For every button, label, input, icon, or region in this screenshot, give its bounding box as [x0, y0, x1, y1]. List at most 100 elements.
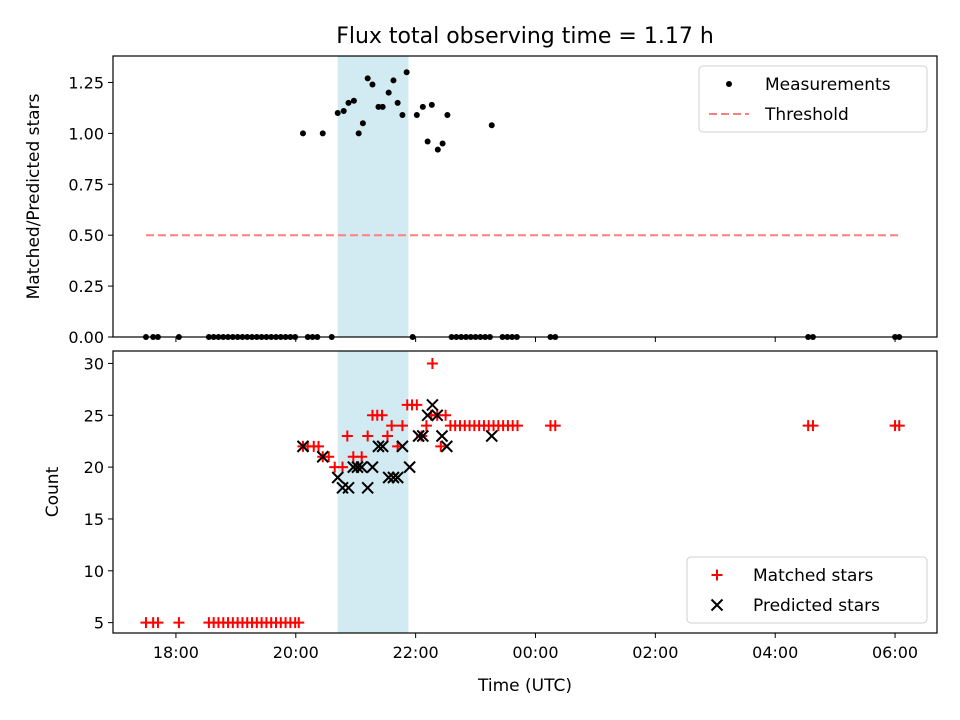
matched-star-marker: [376, 409, 388, 421]
predicted-star-marker: [391, 471, 404, 484]
x-tick-label: 20:00: [273, 643, 319, 662]
legend-marker-measurements: [726, 81, 732, 87]
measurement-point: [399, 112, 406, 119]
x-tick-label: 02:00: [632, 643, 678, 662]
x-tick-label: 22:00: [393, 643, 439, 662]
measurement-point: [379, 103, 386, 110]
predicted-star-marker: [372, 440, 385, 453]
measurement-point: [350, 97, 357, 104]
chart-title: Flux total observing time = 1.17 h: [336, 24, 714, 49]
matched-star-marker: [411, 399, 423, 411]
y-tick-label: 20: [84, 458, 104, 477]
y-tick-label: 1.00: [68, 124, 104, 143]
predicted-star-marker: [355, 460, 368, 474]
measurement-point: [390, 77, 397, 84]
predicted-star-marker: [331, 471, 344, 484]
measurement-point: [424, 138, 431, 145]
predicted-star-marker: [396, 440, 409, 453]
legend-label: Matched stars: [753, 566, 873, 586]
plot-frame: [112, 55, 938, 338]
legend: Measurements Threshold: [698, 65, 928, 133]
measurement-point: [375, 103, 382, 110]
matched-star-marker: [381, 430, 393, 442]
y-tick-label: 25: [84, 406, 104, 425]
predicted-star-marker: [342, 481, 355, 495]
matched-star-marker: [337, 461, 349, 473]
measurement-point: [385, 89, 392, 96]
top-panel: 0.00 0.25 0.50 0.75 1.00 1.25 Matched/Predicte…: [24, 55, 938, 347]
predicted-star-marker: [316, 450, 329, 463]
measurement-point: [419, 103, 426, 110]
legend-marker-matched: [711, 569, 723, 581]
measurement-point: [428, 101, 435, 108]
measurement-point: [334, 110, 341, 117]
matched-star-marker: [396, 420, 408, 432]
predicted-star-marker: [416, 429, 430, 443]
measurement-point: [444, 112, 451, 119]
measurement-point: [355, 130, 362, 137]
matched-star-marker: [420, 420, 432, 432]
matched-star-marker: [549, 420, 561, 432]
measurement-point: [345, 99, 352, 106]
predicted-star-marker: [412, 429, 425, 443]
bottom-panel: 5 10 15 20 25 30 18:00 20:00 22:00 00:00 02:00 04:0…: [43, 350, 938, 662]
y-tick-label: 1.25: [68, 73, 104, 92]
predicted-star-marker: [440, 440, 454, 453]
predicted-star-marker: [366, 460, 379, 474]
matched-star-marker: [341, 430, 353, 442]
matched-star-marker: [807, 420, 819, 432]
y-tick-label: 5: [94, 614, 104, 633]
matched-star-marker: [173, 617, 185, 629]
y-axis-label: Count: [43, 466, 63, 517]
predicted-star-marker: [376, 440, 389, 453]
predicted-star-marker: [296, 440, 310, 453]
matched-star-marker: [386, 420, 398, 432]
predicted-star-marker: [361, 481, 374, 495]
predicted-star-marker: [421, 409, 434, 422]
measurement-point: [340, 107, 347, 114]
y-tick-label: 15: [84, 510, 104, 529]
matched-star-marker: [362, 430, 374, 442]
matched-star-marker: [152, 617, 164, 629]
predicted-star-marker: [382, 471, 395, 484]
y-tick-label: 10: [84, 562, 104, 581]
predicted-star-marker: [403, 460, 416, 474]
legend-label: Threshold: [764, 105, 849, 125]
matched-star-marker: [293, 617, 305, 629]
matched-star-marker: [323, 451, 335, 463]
matched-star-marker: [440, 409, 452, 421]
y-axis-label: Matched/Predicted stars: [24, 93, 44, 299]
x-tick-label: 18:00: [153, 643, 199, 662]
matched-star-marker: [426, 357, 438, 369]
measurement-point: [488, 122, 495, 129]
legend-marker-predicted: [710, 598, 724, 612]
measurement-point: [299, 130, 306, 137]
predicted-star-marker: [387, 471, 400, 484]
plot-frame: [112, 350, 938, 634]
legend-box: [698, 65, 928, 133]
y-tick-label: 30: [84, 354, 104, 373]
legend: Matched stars Predicted stars: [686, 556, 928, 624]
measurement-point: [364, 75, 371, 82]
x-tick-label: 06:00: [872, 643, 918, 662]
measurement-point: [439, 140, 446, 147]
matched-star-marker: [435, 440, 447, 452]
matched-star-marker: [512, 420, 524, 432]
x-tick-label: 04:00: [752, 643, 798, 662]
measurement-point: [319, 130, 326, 137]
legend-label: Measurements: [765, 75, 891, 95]
legend-box: [686, 556, 928, 624]
x-axis-label: Time (UTC): [477, 676, 572, 696]
measurement-point: [369, 81, 376, 88]
measurement-point: [413, 112, 420, 119]
predicted-star-marker: [351, 460, 364, 474]
measurement-point: [403, 69, 410, 76]
predicted-star-marker: [435, 429, 449, 443]
measurement-point: [394, 99, 401, 106]
legend-label: Predicted stars: [753, 596, 880, 616]
y-tick-label: 0.50: [68, 226, 104, 245]
x-tick-label: 00:00: [512, 643, 558, 662]
measurement-point: [359, 120, 366, 127]
matched-star-marker: [356, 451, 368, 463]
